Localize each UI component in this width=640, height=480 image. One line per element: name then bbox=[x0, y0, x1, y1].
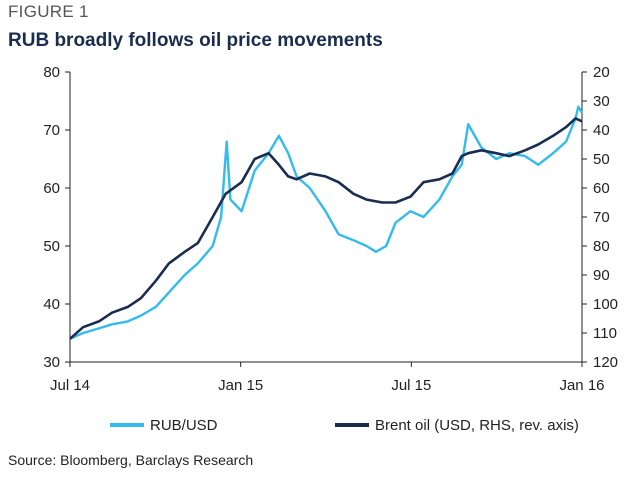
left-tick-label: 30 bbox=[43, 354, 60, 371]
right-tick-label: 120 bbox=[593, 354, 618, 371]
left-tick-label: 60 bbox=[43, 180, 60, 197]
chart-legend: RUB/USD Brent oil (USD, RHS, rev. axis) bbox=[110, 417, 579, 434]
left-tick-label: 40 bbox=[43, 296, 60, 313]
right-tick-label: 40 bbox=[593, 122, 610, 139]
chart-axes: 30 40 50 60 70 80 20 30 40 50 60 70 80 90 100 110 120 Jul… bbox=[43, 64, 618, 394]
series-line-rub-usd bbox=[69, 105, 584, 340]
right-tick-label: 60 bbox=[593, 180, 610, 197]
legend-item-brent-oil-label: Brent oil (USD, RHS, rev. axis) bbox=[375, 417, 579, 434]
right-tick-label: 30 bbox=[593, 93, 610, 110]
chart-title: RUB broadly follows oil price movements bbox=[8, 30, 383, 51]
series-line-brent-oil bbox=[69, 117, 583, 340]
right-tick-label: 50 bbox=[593, 151, 610, 168]
source-note: Source: Bloomberg, Barclays Research bbox=[8, 452, 254, 468]
x-tick-label: Jan 16 bbox=[559, 377, 604, 394]
chart-lines bbox=[69, 105, 584, 340]
left-tick-label: 70 bbox=[43, 122, 60, 139]
x-tick-label: Jul 14 bbox=[50, 377, 90, 394]
right-tick-label: 110 bbox=[593, 325, 617, 342]
right-tick-label: 90 bbox=[593, 267, 610, 284]
figure-label: FIGURE 1 bbox=[8, 2, 89, 21]
right-tick-label: 70 bbox=[593, 209, 610, 226]
right-tick-label: 80 bbox=[593, 238, 610, 255]
left-tick-label: 80 bbox=[43, 64, 60, 81]
right-tick-label: 20 bbox=[593, 64, 610, 81]
legend-item-rub-usd-label: RUB/USD bbox=[150, 417, 218, 434]
x-tick-label: Jul 15 bbox=[391, 377, 431, 394]
x-tick-label: Jan 15 bbox=[218, 377, 263, 394]
right-tick-label: 100 bbox=[593, 296, 618, 313]
left-tick-label: 50 bbox=[43, 238, 60, 255]
